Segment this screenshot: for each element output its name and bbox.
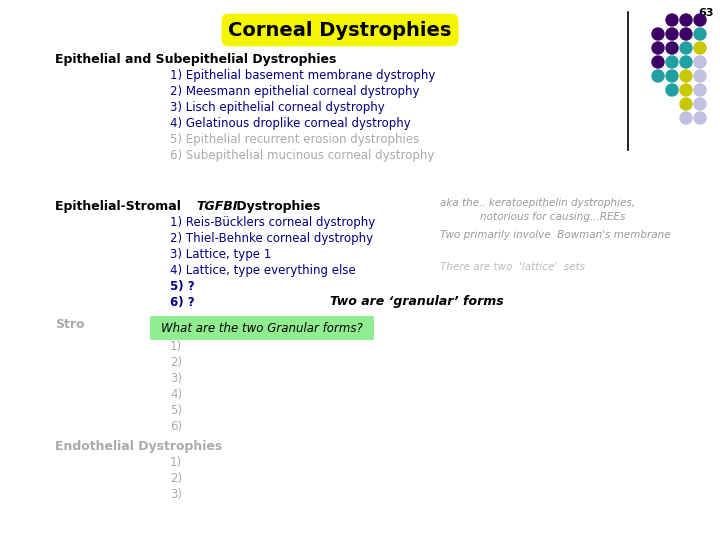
Text: 4): 4) [170,388,182,401]
Text: 2): 2) [170,472,182,485]
Circle shape [680,70,692,82]
Text: 1) Reis-Bücklers corneal dystrophy: 1) Reis-Bücklers corneal dystrophy [170,216,375,229]
Text: 63: 63 [698,8,714,18]
Text: 3) Lisch epithelial corneal dystrophy: 3) Lisch epithelial corneal dystrophy [170,101,384,114]
Circle shape [680,28,692,40]
Text: 4) Lattice, type everything else: 4) Lattice, type everything else [170,264,356,277]
FancyBboxPatch shape [150,316,374,340]
Circle shape [694,28,706,40]
Circle shape [694,56,706,68]
Circle shape [694,42,706,54]
Circle shape [666,42,678,54]
Text: 3): 3) [170,488,182,501]
Text: 6) Subepithelial mucinous corneal dystrophy: 6) Subepithelial mucinous corneal dystro… [170,149,434,162]
Text: Stro: Stro [55,318,84,331]
Circle shape [680,14,692,26]
Circle shape [694,98,706,110]
Text: Corneal Dystrophies: Corneal Dystrophies [228,21,451,39]
Text: Epithelial-Stromal: Epithelial-Stromal [55,200,185,213]
Text: Endothelial Dystrophies: Endothelial Dystrophies [55,440,222,453]
Circle shape [666,14,678,26]
Text: 5): 5) [170,404,182,417]
Circle shape [694,112,706,124]
Text: 2) Meesmann epithelial corneal dystrophy: 2) Meesmann epithelial corneal dystrophy [170,85,420,98]
Circle shape [680,56,692,68]
Circle shape [694,84,706,96]
Circle shape [666,84,678,96]
Circle shape [652,56,664,68]
Text: notorious for causing...REEs: notorious for causing...REEs [480,212,626,222]
Text: 2) Thiel-Behnke corneal dystrophy: 2) Thiel-Behnke corneal dystrophy [170,232,373,245]
Text: aka the.. keratoepithelin dystrophies,: aka the.. keratoepithelin dystrophies, [440,198,635,208]
Text: 5) ?: 5) ? [170,280,194,293]
Text: Dystrophies: Dystrophies [232,200,320,213]
Text: 1): 1) [170,456,182,469]
Circle shape [694,70,706,82]
Text: 3): 3) [170,372,182,385]
Text: Epithelial and Subepithelial Dystrophies: Epithelial and Subepithelial Dystrophies [55,53,336,66]
Circle shape [680,42,692,54]
Text: What are the two Granular forms?: What are the two Granular forms? [161,321,363,334]
Circle shape [680,98,692,110]
Text: Two primarily involve  Bowman's membrane: Two primarily involve Bowman's membrane [440,230,670,240]
Text: 3) Lattice, type 1: 3) Lattice, type 1 [170,248,271,261]
Circle shape [666,70,678,82]
Circle shape [666,56,678,68]
Text: 6): 6) [170,420,182,433]
Text: 6) ?: 6) ? [170,296,194,309]
Text: Two are ‘granular’ forms: Two are ‘granular’ forms [330,295,504,308]
Text: TGFBI: TGFBI [196,200,238,213]
Circle shape [694,14,706,26]
Text: 1) Epithelial basement membrane dystrophy: 1) Epithelial basement membrane dystroph… [170,69,436,82]
Circle shape [652,28,664,40]
Text: 2): 2) [170,356,182,369]
Text: 1): 1) [170,340,182,353]
Text: 5) Epithelial recurrent erosion dystrophies: 5) Epithelial recurrent erosion dystroph… [170,133,419,146]
Circle shape [680,112,692,124]
Text: 4) Gelatinous droplike corneal dystrophy: 4) Gelatinous droplike corneal dystrophy [170,117,410,130]
Circle shape [652,42,664,54]
Circle shape [680,84,692,96]
Circle shape [666,28,678,40]
Circle shape [652,70,664,82]
Text: There are two  'lattice'  sets: There are two 'lattice' sets [440,262,585,272]
